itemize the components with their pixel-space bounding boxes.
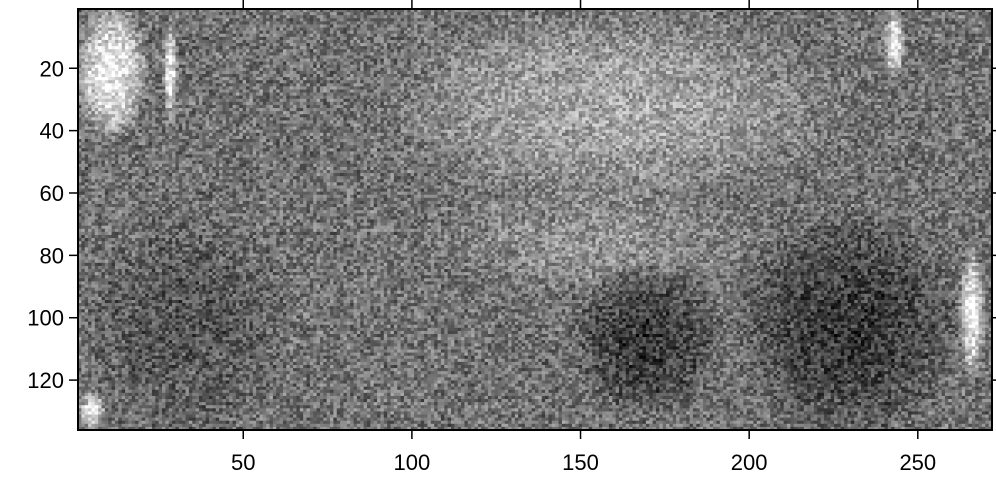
plot-area — [78, 9, 993, 431]
heatmap-image — [78, 9, 993, 431]
